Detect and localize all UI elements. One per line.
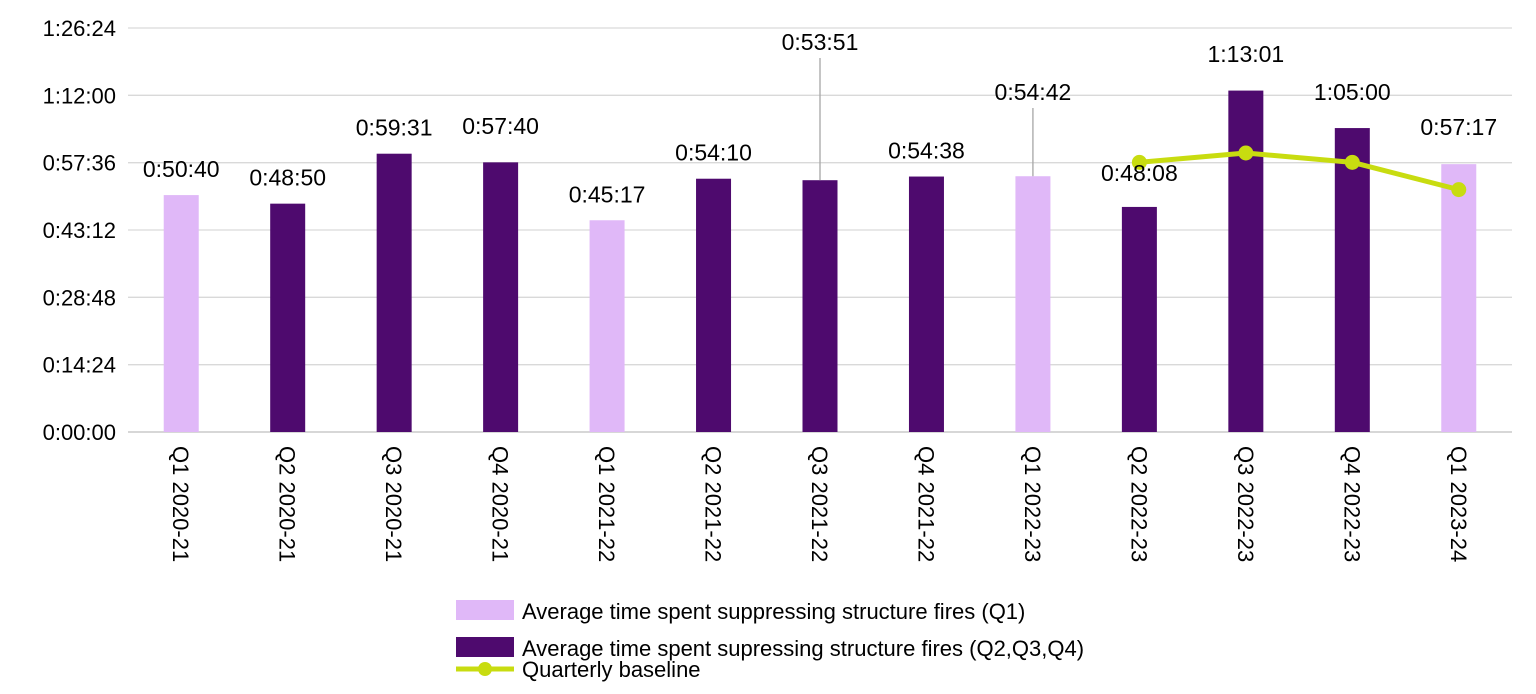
baseline-line	[1139, 150, 1460, 193]
bar-value-label: 0:57:40	[462, 113, 539, 139]
baseline-series	[1131, 145, 1467, 198]
baseline-point	[1344, 154, 1360, 170]
leader-lines	[819, 58, 1034, 181]
y-axis-ticks: 0:00:00 0:14:24 0:28:48 0:43:12 0:57:36 1:12:…	[43, 16, 116, 445]
x-axis-categories: Q1 2020-21 Q2 2020-21 Q3 2020-21 Q4 2020-21…	[168, 446, 1471, 562]
bar-q3-2021-22	[802, 180, 838, 432]
baseline-point	[1238, 145, 1254, 161]
bar-value-label: 0:53:51	[782, 29, 859, 55]
legend: Average time spent suppressing structure…	[456, 599, 1084, 682]
bar-q4-2021-22	[908, 176, 944, 432]
legend-marker-baseline	[478, 662, 492, 676]
x-category-label: Q1 2021-22	[594, 446, 619, 562]
y-tick-label: 0:57:36	[43, 151, 116, 176]
bar-value-label: 0:50:40	[143, 156, 220, 182]
legend-label-other: Average time spent supressing structure …	[522, 636, 1084, 661]
bar-q1-2023-24	[1441, 164, 1477, 432]
bar-value-label: 0:45:17	[569, 181, 646, 207]
baseline-point	[1131, 154, 1147, 170]
y-tick-label: 1:12:00	[43, 83, 116, 108]
bar-value-label: 1:13:01	[1207, 41, 1284, 67]
x-category-label: Q2 2022-23	[1126, 446, 1151, 562]
bar-q1-2021-22	[589, 220, 625, 432]
bar-value-label: 1:05:00	[1314, 79, 1391, 105]
x-category-label: Q4 2021-22	[913, 446, 938, 562]
y-tick-label: 1:26:24	[43, 16, 116, 41]
x-category-label: Q3 2022-23	[1233, 446, 1258, 562]
bar-q1-2020-21	[163, 195, 199, 432]
y-tick-label: 0:43:12	[43, 218, 116, 243]
x-category-label: Q2 2020-21	[275, 446, 300, 562]
bar-value-label: 0:48:08	[1101, 160, 1178, 186]
bar-value-label: 0:54:10	[675, 140, 752, 166]
bars	[163, 90, 1477, 433]
bar-value-label: 0:59:31	[356, 115, 433, 141]
x-category-label: Q3 2021-22	[807, 446, 832, 562]
bar-q1-2022-23	[1015, 176, 1051, 432]
bar-q4-2020-21	[483, 162, 519, 433]
bar-value-label: 0:54:38	[888, 138, 965, 164]
x-category-label: Q4 2022-23	[1339, 446, 1364, 562]
y-tick-label: 0:14:24	[43, 353, 116, 378]
bar-q3-2020-21	[376, 153, 412, 432]
legend-label-baseline: Quarterly baseline	[522, 657, 701, 682]
bar-value-label: 0:57:17	[1420, 114, 1497, 140]
bar-value-label: 0:48:50	[249, 165, 326, 191]
y-tick-label: 0:00:00	[43, 420, 116, 445]
x-category-label: Q1 2022-23	[1020, 446, 1045, 562]
bar-q3-2022-23	[1228, 90, 1264, 433]
bar-q4-2022-23	[1334, 128, 1370, 432]
y-tick-label: 0:28:48	[43, 285, 116, 310]
legend-swatch-other	[456, 637, 514, 657]
bar-q2-2021-22	[696, 178, 732, 432]
legend-swatch-q1	[456, 600, 514, 620]
legend-label-q1: Average time spent suppressing structure…	[522, 599, 1025, 624]
x-category-label: Q4 2020-21	[488, 446, 513, 562]
baseline-point	[1451, 182, 1467, 198]
x-category-label: Q3 2020-21	[381, 446, 406, 562]
bar-q2-2022-23	[1121, 206, 1157, 432]
data-labels: 0:50:40 0:48:50 0:59:31 0:57:40 0:45:17 0:54:…	[143, 29, 1497, 207]
x-category-label: Q1 2020-21	[168, 446, 193, 562]
bar-q2-2020-21	[270, 203, 306, 432]
bar-value-label: 0:54:42	[995, 79, 1072, 105]
x-category-label: Q2 2021-22	[701, 446, 726, 562]
x-category-label: Q1 2023-24	[1446, 446, 1471, 562]
